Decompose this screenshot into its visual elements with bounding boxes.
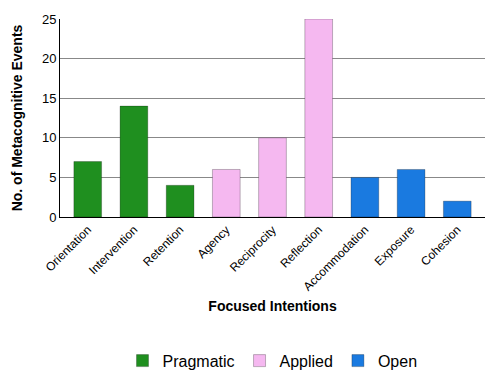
svg-text:No. of Metacognitive Events: No. of Metacognitive Events [9,24,25,211]
svg-text:Accommodation: Accommodation [301,223,372,294]
svg-text:Reciprocity: Reciprocity [227,223,279,275]
svg-text:25: 25 [42,12,56,27]
svg-text:15: 15 [42,91,56,106]
svg-text:Orientation: Orientation [43,223,94,274]
svg-text:Open: Open [378,353,417,370]
svg-text:Applied: Applied [280,353,333,370]
svg-text:0: 0 [49,210,56,225]
svg-text:Focused Intentions: Focused Intentions [208,298,337,314]
svg-text:10: 10 [42,130,56,145]
svg-text:Cohesion: Cohesion [418,223,464,269]
svg-text:Reflection: Reflection [277,223,325,271]
svg-text:Pragmatic: Pragmatic [163,353,235,370]
svg-text:5: 5 [49,170,56,185]
svg-text:Intervention: Intervention [86,223,140,277]
svg-text:Agency: Agency [194,223,232,261]
svg-text:Exposure: Exposure [372,223,418,269]
svg-text:Retention: Retention [140,223,186,269]
svg-text:20: 20 [42,51,56,66]
